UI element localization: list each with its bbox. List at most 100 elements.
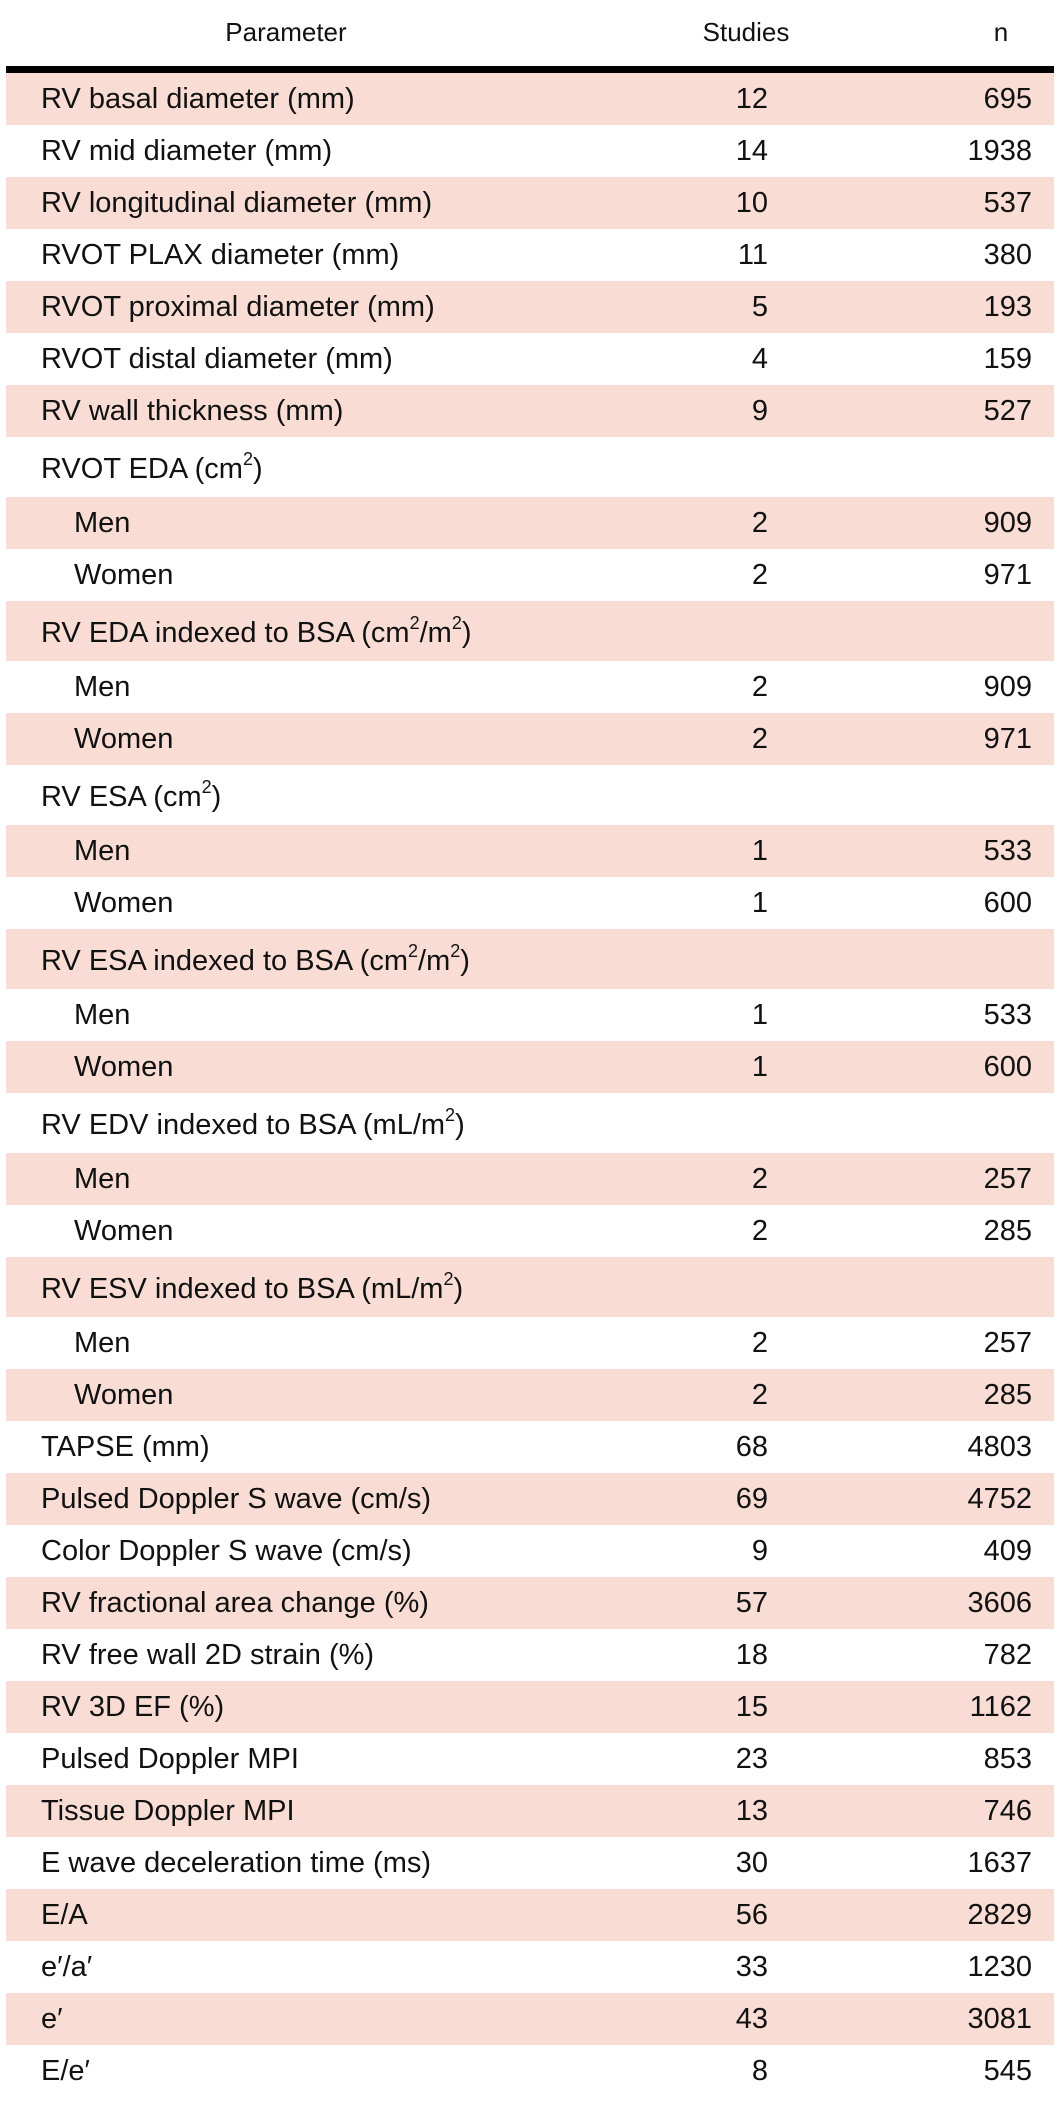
parameter-text: ) (453, 1273, 464, 1305)
parameter-text: RVOT proximal diameter (mm) (41, 291, 435, 323)
parameter-cell: RV EDV indexed to BSA (mL/m2) (41, 1093, 465, 1157)
parameter-text: RV EDV indexed to BSA (mL/m (41, 1109, 446, 1141)
parameter-cell: Men (74, 497, 130, 549)
studies-cell: 43 (735, 2003, 768, 2035)
table-row: E/e′ 8 545 (6, 2045, 1054, 2097)
parameter-cell: RVOT distal diameter (mm) (41, 333, 393, 385)
table-row: e′/a′ 33 1230 (6, 1941, 1054, 1993)
table-row: RVOT PLAX diameter (mm) 11 380 (6, 229, 1054, 281)
n-cell: 285 (983, 1379, 1032, 1411)
table-row: RV wall thickness (mm) 9 527 (6, 385, 1054, 437)
parameter-text: E/A (41, 1899, 88, 1931)
studies-cell: 1 (751, 835, 768, 867)
parameter-text: E/e′ (41, 2055, 90, 2087)
studies-cell: 5 (751, 291, 768, 323)
table-row: RV longitudinal diameter (mm) 10 537 (6, 177, 1054, 229)
parameter-cell: RV fractional area change (%) (41, 1577, 429, 1629)
studies-cell: 13 (735, 1795, 768, 1827)
parameter-cell: E/e′ (41, 2045, 90, 2097)
parameter-cell: RV basal diameter (mm) (41, 73, 355, 125)
studies-cell: 56 (735, 1899, 768, 1931)
parameter-text: Women (74, 887, 174, 919)
parameter-cell: Men (74, 1153, 130, 1205)
n-cell: 533 (983, 999, 1032, 1031)
studies-cell: 18 (735, 1639, 768, 1671)
parameter-cell: Women (74, 1205, 173, 1257)
n-cell: 782 (983, 1639, 1032, 1671)
n-cell: 380 (983, 239, 1032, 271)
studies-cell: 14 (735, 135, 768, 167)
parameter-cell: RV 3D EF (%) (41, 1681, 224, 1733)
parameter-cell: e′ (41, 1993, 63, 2045)
parameter-cell: RV longitudinal diameter (mm) (41, 177, 432, 229)
n-cell: 1938 (967, 135, 1032, 167)
parameter-text: /m (419, 617, 452, 649)
table-group-row: RV ESV indexed to BSA (mL/m2) (6, 1257, 1054, 1317)
n-cell: 600 (983, 1051, 1032, 1083)
parameter-cell: Pulsed Doppler MPI (41, 1733, 299, 1785)
table-row: E/A 56 2829 (6, 1889, 1054, 1941)
parameter-cell: Women (74, 1041, 173, 1093)
n-cell: 4752 (967, 1483, 1032, 1515)
studies-cell: 1 (751, 999, 768, 1031)
studies-cell: 2 (751, 1215, 768, 1247)
table-group-row: RV EDA indexed to BSA (cm2/m2) (6, 601, 1054, 661)
n-cell: 600 (983, 887, 1032, 919)
superscript: 2 (443, 1269, 454, 1290)
table-subrow: Men 1 533 (6, 825, 1054, 877)
table-row: RV free wall 2D strain (%) 18 782 (6, 1629, 1054, 1681)
parameter-text: RV free wall 2D strain (%) (41, 1639, 375, 1671)
parameter-text: Tissue Doppler MPI (41, 1795, 295, 1827)
studies-cell: 33 (735, 1951, 768, 1983)
parameter-text: Men (74, 1327, 131, 1359)
parameter-text: Men (74, 671, 131, 703)
table-subrow: Men 2 909 (6, 661, 1054, 713)
table-subrow: Men 1 533 (6, 989, 1054, 1041)
superscript: 2 (445, 1105, 456, 1126)
table-row: RVOT proximal diameter (mm) 5 193 (6, 281, 1054, 333)
table-row: Pulsed Doppler S wave (cm/s) 69 4752 (6, 1473, 1054, 1525)
superscript: 2 (408, 941, 419, 962)
n-cell: 853 (983, 1743, 1032, 1775)
table-row: RVOT distal diameter (mm) 4 159 (6, 333, 1054, 385)
data-table: Parameter Studies n RV basal diameter (m… (6, 0, 1054, 2097)
parameter-text: RV longitudinal diameter (mm) (41, 187, 433, 219)
parameter-cell: E wave deceleration time (ms) (41, 1837, 431, 1889)
n-cell: 1162 (969, 1691, 1032, 1723)
studies-cell: 2 (751, 559, 768, 591)
table-row: Tissue Doppler MPI 13 746 (6, 1785, 1054, 1837)
table-subrow: Women 2 971 (6, 713, 1054, 765)
n-cell: 3081 (967, 2003, 1032, 2035)
studies-cell: 2 (751, 1327, 768, 1359)
n-cell: 257 (983, 1163, 1032, 1195)
table-subrow: Men 2 909 (6, 497, 1054, 549)
parameter-text: /m (418, 945, 451, 977)
n-cell: 746 (983, 1795, 1032, 1827)
n-cell: 545 (983, 2055, 1032, 2087)
table-subrow: Women 2 285 (6, 1205, 1054, 1257)
table-subrow: Women 1 600 (6, 877, 1054, 929)
header-n: n (993, 17, 1009, 47)
n-cell: 285 (983, 1215, 1032, 1247)
table-subrow: Men 2 257 (6, 1317, 1054, 1369)
parameter-text: Pulsed Doppler S wave (cm/s) (41, 1483, 432, 1515)
studies-cell: 30 (735, 1847, 768, 1879)
parameter-text: RV ESV indexed to BSA (mL/m (41, 1273, 444, 1305)
table-row: E wave deceleration time (ms) 30 1637 (6, 1837, 1054, 1889)
parameter-cell: TAPSE (mm) (41, 1421, 210, 1473)
superscript: 2 (451, 613, 462, 634)
n-cell: 193 (983, 291, 1032, 323)
parameter-cell: RVOT PLAX diameter (mm) (41, 229, 399, 281)
studies-cell: 12 (735, 83, 768, 115)
n-cell: 971 (983, 559, 1032, 591)
parameter-text: RVOT PLAX diameter (mm) (41, 239, 400, 271)
table-group-row: RV ESA (cm2) (6, 765, 1054, 825)
parameter-cell: Men (74, 661, 130, 713)
parameter-text: ) (460, 945, 470, 977)
studies-cell: 69 (735, 1483, 768, 1515)
studies-cell: 8 (751, 2055, 768, 2087)
parameter-text: Men (74, 999, 131, 1031)
parameter-cell: RVOT EDA (cm2) (41, 437, 263, 501)
studies-cell: 2 (751, 1379, 768, 1411)
header-parameter: Parameter (225, 17, 347, 47)
